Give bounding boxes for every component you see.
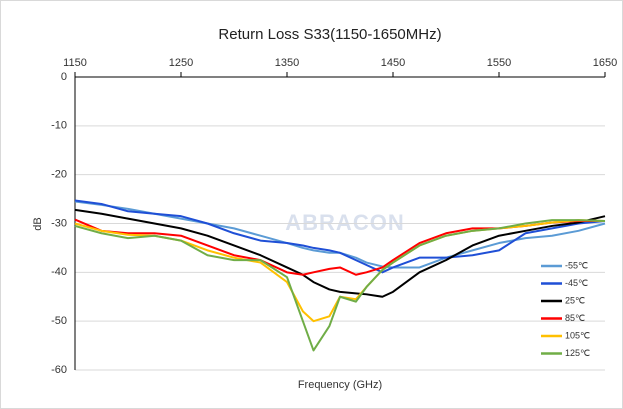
watermark: ABRACON <box>285 210 404 235</box>
legend-label: 85℃ <box>565 313 585 323</box>
x-tick-label: 1250 <box>169 57 193 69</box>
x-tick-label: 1350 <box>275 57 299 69</box>
legend-label: 105℃ <box>565 330 590 340</box>
y-tick-label: -30 <box>51 217 67 229</box>
x-tick-label: 1150 <box>63 57 87 69</box>
y-tick-label: -60 <box>51 364 67 376</box>
chart-title: Return Loss S33(1150-1650MHz) <box>218 26 441 43</box>
y-tick-label: -40 <box>51 266 67 278</box>
series-line <box>74 208 606 298</box>
x-axis-label: Frequency (GHz) <box>298 379 382 391</box>
y-axis-label: dB <box>32 217 44 230</box>
legend-label: -55℃ <box>565 260 588 270</box>
x-tick-label: 1550 <box>487 57 511 69</box>
series-line <box>74 219 606 352</box>
legend-label: -45℃ <box>565 278 588 288</box>
x-tick-label: 1650 <box>593 57 617 69</box>
y-tick-label: -20 <box>51 169 67 181</box>
legend-label: 25℃ <box>565 295 585 305</box>
y-tick-label: 0 <box>61 71 67 83</box>
legend-label: 125℃ <box>565 348 590 358</box>
y-tick-label: -10 <box>51 120 67 132</box>
series-line <box>74 199 606 274</box>
y-tick-label: -50 <box>51 315 67 327</box>
x-tick-label: 1450 <box>381 57 405 69</box>
